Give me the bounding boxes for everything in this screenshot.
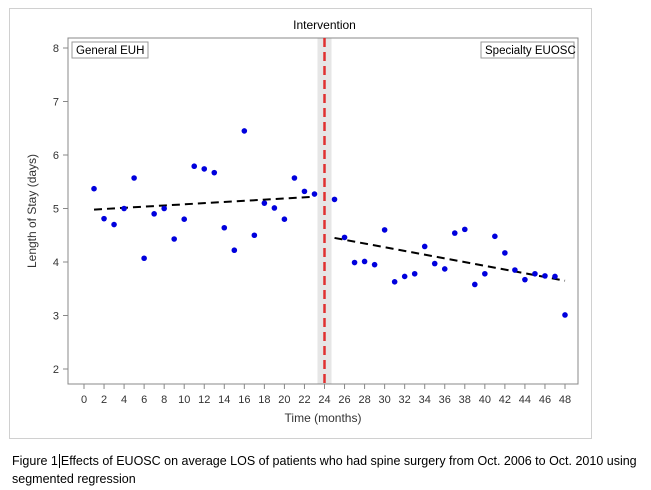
- caption-label: Figure 1: [12, 454, 58, 468]
- y-tick-label: 5: [53, 204, 59, 216]
- data-point: [401, 273, 408, 280]
- data-point: [161, 205, 167, 212]
- data-point: [301, 188, 308, 195]
- data-point: [482, 270, 488, 277]
- data-point: [151, 211, 157, 217]
- data-point: [361, 258, 368, 265]
- x-tick-label: 4: [121, 394, 127, 406]
- x-tick-label: 26: [338, 394, 350, 406]
- data-point: [562, 312, 568, 318]
- trend-line: [334, 236, 566, 282]
- data-point: [451, 230, 458, 236]
- x-tick-label: 8: [161, 394, 167, 406]
- x-tick-label: 2: [101, 394, 107, 406]
- data-point: [191, 163, 198, 170]
- data-point: [111, 221, 117, 228]
- x-tick-label: 20: [278, 394, 290, 406]
- data-point: [331, 196, 338, 203]
- legend-box-left: [71, 41, 149, 59]
- x-tick-label: 30: [379, 394, 391, 406]
- y-tick-label: 6: [53, 150, 59, 162]
- x-axis-label: Time (months): [285, 411, 362, 425]
- y-axis-label: Length of Stay (days): [25, 154, 39, 268]
- data-point: [311, 191, 318, 197]
- data-point: [101, 215, 107, 222]
- intervention-label: Intervention: [293, 18, 356, 32]
- data-point: [552, 273, 558, 280]
- data-point: [421, 243, 428, 250]
- data-point: [381, 227, 388, 233]
- x-tick-label: 28: [358, 394, 370, 406]
- figure-caption: Figure 1 Effects of EUOSC on average LOS …: [12, 452, 642, 488]
- caption-text: Effects of EUOSC on average LOS of patie…: [12, 454, 637, 486]
- inset-label-left: General EUH: [76, 45, 144, 57]
- data-point: [461, 226, 468, 233]
- data-point: [271, 205, 278, 211]
- data-point: [221, 224, 228, 231]
- y-tick-label: 8: [53, 43, 59, 55]
- inset-label-right: Specialty EUOSC: [485, 45, 576, 57]
- x-tick-label: 24: [318, 394, 330, 406]
- x-tick-label: 22: [298, 394, 310, 406]
- trend-line: [93, 195, 315, 211]
- data-point: [211, 169, 218, 176]
- x-tick-label: 44: [519, 394, 531, 406]
- data-point: [512, 267, 518, 273]
- x-tick-label: 10: [178, 394, 190, 406]
- data-point: [411, 270, 418, 277]
- figure-frame: [9, 8, 592, 439]
- data-point: [231, 247, 238, 254]
- data-point: [371, 261, 378, 268]
- data-point: [351, 259, 358, 266]
- data-point: [181, 216, 188, 222]
- legend-box-right: [480, 41, 575, 59]
- data-point: [542, 273, 548, 279]
- x-tick-label: 48: [559, 394, 571, 406]
- data-point: [492, 233, 498, 240]
- y-tick-label: 4: [53, 257, 59, 269]
- data-point: [472, 281, 478, 288]
- x-tick-label: 42: [499, 394, 511, 406]
- data-point: [201, 166, 208, 172]
- x-tick-label: 36: [439, 394, 451, 406]
- x-tick-label: 18: [258, 394, 270, 406]
- x-tick-label: 0: [81, 394, 87, 406]
- data-point: [171, 236, 177, 242]
- x-tick-label: 38: [459, 394, 471, 406]
- data-point: [281, 216, 288, 222]
- data-point: [291, 175, 298, 181]
- data-point: [261, 200, 268, 206]
- x-tick-label: 14: [218, 394, 230, 406]
- x-tick-label: 12: [198, 394, 210, 406]
- data-point: [251, 232, 258, 239]
- data-point: [532, 270, 538, 277]
- data-point: [141, 255, 147, 262]
- y-tick-label: 7: [53, 97, 59, 109]
- data-point: [502, 250, 508, 256]
- data-point: [431, 260, 438, 267]
- plot-area: [67, 37, 579, 385]
- x-tick-label: 16: [238, 394, 250, 406]
- data-point: [131, 175, 137, 181]
- data-point: [91, 185, 97, 192]
- y-tick-label: 2: [53, 364, 59, 376]
- data-point: [341, 234, 348, 241]
- data-point: [121, 205, 127, 212]
- data-point: [441, 266, 448, 272]
- data-point: [391, 278, 398, 285]
- x-tick-label: 6: [141, 394, 147, 406]
- x-tick-label: 34: [419, 394, 431, 406]
- x-tick-label: 40: [479, 394, 491, 406]
- x-tick-label: 32: [399, 394, 411, 406]
- y-tick-label: 3: [53, 311, 59, 323]
- data-point: [522, 276, 528, 283]
- x-tick-label: 46: [539, 394, 551, 406]
- data-point: [241, 128, 248, 134]
